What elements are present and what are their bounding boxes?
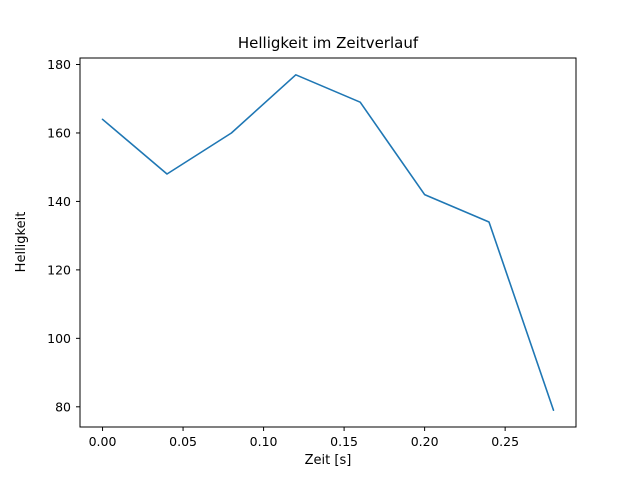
y-tick-label: 100 xyxy=(47,331,71,346)
x-tick-label: 0.10 xyxy=(250,434,278,449)
y-axis-label: Helligkeit xyxy=(14,212,29,273)
x-tick-label: 0.15 xyxy=(330,434,358,449)
chart-title: Helligkeit im Zeitverlauf xyxy=(238,34,419,52)
plot-area: 0.00 0.05 0.10 0.15 0.20 0.25 80 100 120 140 160 18… xyxy=(47,57,577,449)
x-tick-label: 0.00 xyxy=(89,434,117,449)
y-tick-label: 80 xyxy=(55,399,71,414)
x-tick-label: 0.05 xyxy=(169,434,197,449)
y-tick-label: 140 xyxy=(47,194,71,209)
y-tick-label: 160 xyxy=(47,125,71,140)
plot-frame xyxy=(79,57,577,428)
x-tick-label: 0.25 xyxy=(491,434,519,449)
x-axis-label: Zeit [s] xyxy=(305,453,352,468)
y-tick-label: 120 xyxy=(47,262,71,277)
x-tick-label: 0.20 xyxy=(411,434,439,449)
data-line xyxy=(101,74,555,412)
y-tick-label: 180 xyxy=(47,57,71,72)
